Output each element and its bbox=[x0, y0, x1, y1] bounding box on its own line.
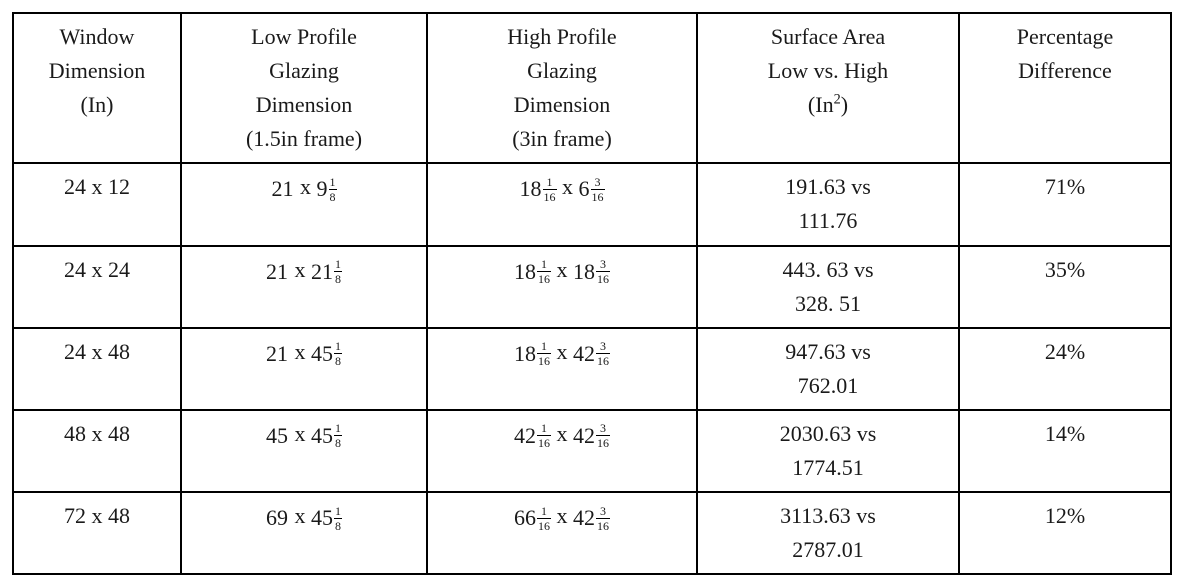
cell-percentage-difference: 14% bbox=[959, 410, 1171, 492]
cell-window-dimension: 24 x 12 bbox=[13, 163, 181, 245]
cell-window-dimension: 24 x 48 bbox=[13, 328, 181, 410]
cell-high-profile-dimension: 18116 x 6316 bbox=[427, 163, 697, 245]
cell-surface-area: 2030.63 vs1774.51 bbox=[697, 410, 959, 492]
col-low-profile: Low Profile Glazing Dimension (1.5in fra… bbox=[181, 13, 427, 163]
cell-percentage-difference: 24% bbox=[959, 328, 1171, 410]
table-row: 24 x 4821 x 451818116 x 42316947.63 vs76… bbox=[13, 328, 1171, 410]
cell-low-profile-dimension: 21 x 4518 bbox=[181, 328, 427, 410]
cell-window-dimension: 24 x 24 bbox=[13, 246, 181, 328]
cell-low-profile-dimension: 69 x 4518 bbox=[181, 492, 427, 574]
col-surface-area: Surface Area Low vs. High (In2) bbox=[697, 13, 959, 163]
cell-low-profile-dimension: 21 x 918 bbox=[181, 163, 427, 245]
cell-surface-area: 947.63 vs762.01 bbox=[697, 328, 959, 410]
cell-window-dimension: 48 x 48 bbox=[13, 410, 181, 492]
cell-low-profile-dimension: 21 x 2118 bbox=[181, 246, 427, 328]
table-header-row: Window Dimension (In) Low Profile Glazin… bbox=[13, 13, 1171, 163]
table-body: 24 x 1221 x 91818116 x 6316191.63 vs111.… bbox=[13, 163, 1171, 574]
col-percentage-difference: Percentage Difference bbox=[959, 13, 1171, 163]
table-row: 24 x 1221 x 91818116 x 6316191.63 vs111.… bbox=[13, 163, 1171, 245]
cell-low-profile-dimension: 45 x 4518 bbox=[181, 410, 427, 492]
glazing-comparison-table: Window Dimension (In) Low Profile Glazin… bbox=[12, 12, 1172, 575]
cell-percentage-difference: 35% bbox=[959, 246, 1171, 328]
cell-percentage-difference: 12% bbox=[959, 492, 1171, 574]
col-window-dimension: Window Dimension (In) bbox=[13, 13, 181, 163]
cell-high-profile-dimension: 18116 x 18316 bbox=[427, 246, 697, 328]
cell-surface-area: 191.63 vs111.76 bbox=[697, 163, 959, 245]
cell-surface-area: 443. 63 vs328. 51 bbox=[697, 246, 959, 328]
table-row: 72 x 4869 x 451866116 x 423163113.63 vs2… bbox=[13, 492, 1171, 574]
cell-surface-area: 3113.63 vs2787.01 bbox=[697, 492, 959, 574]
cell-high-profile-dimension: 42116 x 42316 bbox=[427, 410, 697, 492]
cell-percentage-difference: 71% bbox=[959, 163, 1171, 245]
cell-window-dimension: 72 x 48 bbox=[13, 492, 181, 574]
table-row: 24 x 2421 x 211818116 x 18316443. 63 vs3… bbox=[13, 246, 1171, 328]
cell-high-profile-dimension: 66116 x 42316 bbox=[427, 492, 697, 574]
cell-high-profile-dimension: 18116 x 42316 bbox=[427, 328, 697, 410]
table-row: 48 x 4845 x 451842116 x 423162030.63 vs1… bbox=[13, 410, 1171, 492]
col-high-profile: High Profile Glazing Dimension (3in fram… bbox=[427, 13, 697, 163]
